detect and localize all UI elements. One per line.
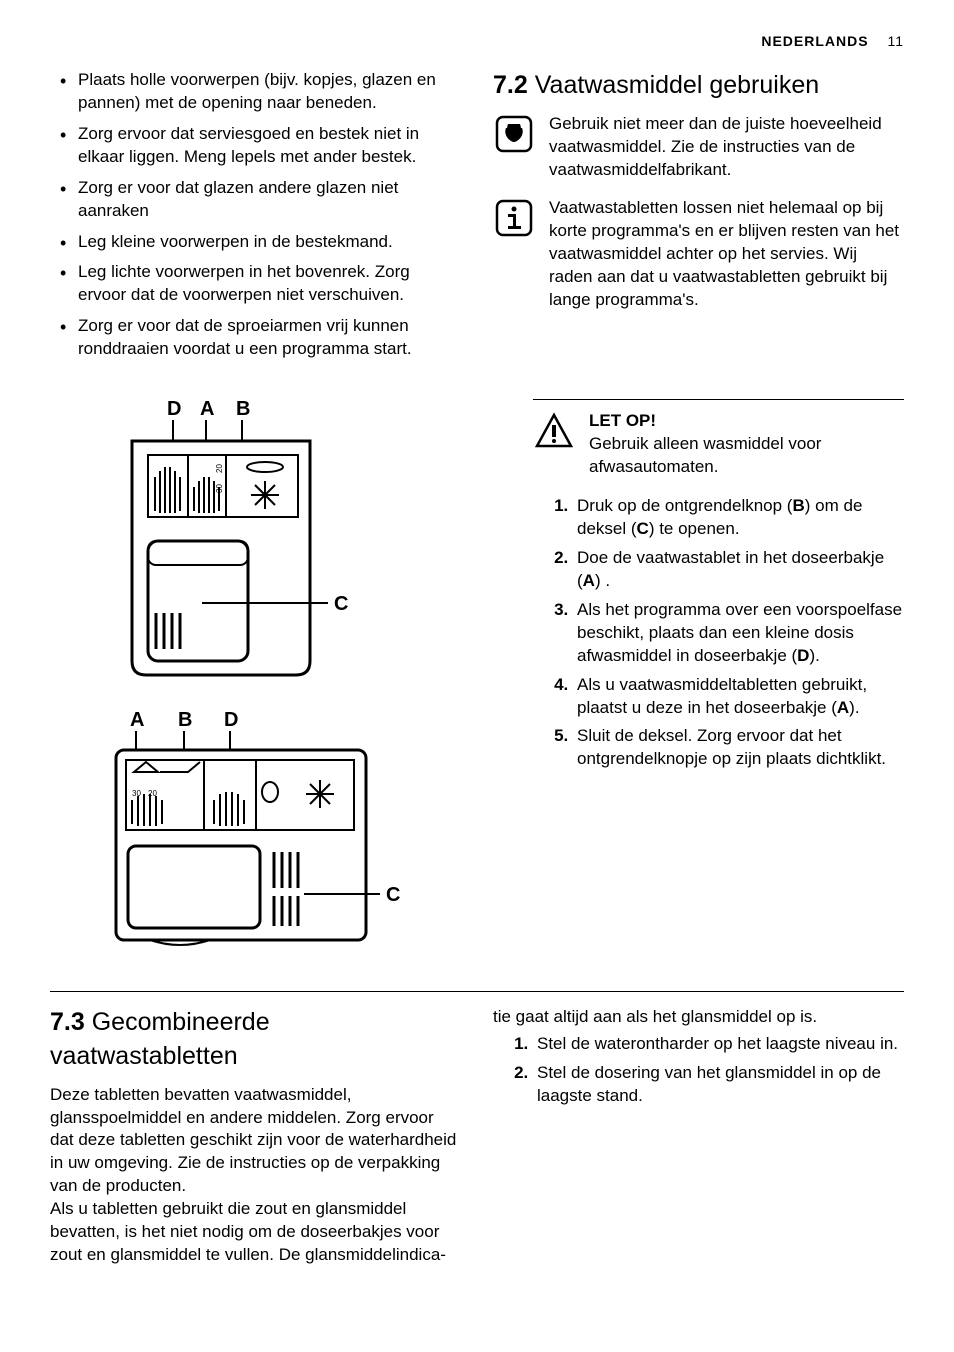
list-item: Zorg ervoor dat serviesgoed en bestek ni… — [78, 123, 461, 169]
top-columns: Plaats holle voorwerpen (bijv. kopjes, g… — [50, 69, 904, 369]
note-info: Vaatwastabletten lossen niet helemaal op… — [493, 197, 904, 312]
step-item: Stel de waterontharder op het laagste ni… — [533, 1033, 904, 1056]
dispenser-diagram-2: A B D 30 20 — [110, 704, 481, 971]
section-7-2-heading: 7.2 Vaatwasmiddel gebruiken — [493, 69, 904, 103]
attention-body: Gebruik alleen wasmiddel voor afwasautom… — [589, 433, 904, 479]
attention-heading: LET OP! — [589, 410, 904, 433]
bottom-columns: 7.3 Gecombineerde vaatwastabletten Deze … — [50, 1006, 904, 1267]
list-item: Plaats holle voorwerpen (bijv. kopjes, g… — [78, 69, 461, 115]
section-7-3-left: 7.3 Gecombineerde vaatwastabletten Deze … — [50, 1006, 461, 1267]
diagrams-col: D A B — [50, 393, 501, 985]
note-text: Gebruik niet meer dan de juiste hoeveelh… — [549, 113, 904, 182]
attention-note: LET OP! Gebruik alleen wasmiddel voor af… — [533, 410, 904, 479]
detergent-steps: Druk op de ontgrendelknop (B) om de deks… — [533, 495, 904, 771]
right-top-col: 7.2 Vaatwasmiddel gebruiken Gebruik niet… — [493, 69, 904, 369]
hands-icon — [493, 113, 535, 155]
info-icon — [493, 197, 535, 239]
svg-text:20: 20 — [215, 464, 224, 473]
step-item: Als u vaatwasmiddeltabletten gebruikt, p… — [573, 674, 904, 720]
page-header: NEDERLANDS 11 — [50, 32, 904, 51]
body-text: Deze tabletten bevatten vaatwasmiddel, g… — [50, 1084, 461, 1199]
note-text: Vaatwastabletten lossen niet helemaal op… — [549, 197, 904, 312]
load-tips-list: Plaats holle voorwerpen (bijv. kopjes, g… — [50, 69, 461, 361]
section-divider — [50, 991, 904, 992]
svg-text:C: C — [386, 884, 400, 906]
attention-text: LET OP! Gebruik alleen wasmiddel voor af… — [589, 410, 904, 479]
section-num: 7.2 — [493, 71, 528, 99]
section-7-3-right: tie gaat altijd aan als het glansmiddel … — [493, 1006, 904, 1267]
list-item: Leg lichte voorwerpen in het bovenrek. Z… — [78, 261, 461, 307]
step-item: Als het programma over een voorspoelfase… — [573, 599, 904, 668]
step-item: Doe de vaatwastablet in het doseerbakje … — [573, 547, 904, 593]
tablet-steps: Stel de waterontharder op het laagste ni… — [493, 1033, 904, 1108]
svg-text:C: C — [334, 593, 348, 615]
header-page: 11 — [887, 33, 904, 49]
svg-text:30: 30 — [132, 789, 141, 798]
svg-text:B: B — [178, 709, 192, 731]
warning-icon — [533, 410, 575, 452]
list-item: Zorg er voor dat glazen andere glazen ni… — [78, 177, 461, 223]
svg-text:B: B — [236, 398, 250, 420]
step-item: Sluit de deksel. Zorg ervoor dat het ont… — [573, 725, 904, 771]
steps-col: LET OP! Gebruik alleen wasmiddel voor af… — [533, 377, 904, 985]
section-7-3-heading: 7.3 Gecombineerde vaatwastabletten — [50, 1006, 461, 1074]
header-lang: NEDERLANDS — [761, 33, 868, 49]
note-hands: Gebruik niet meer dan de juiste hoeveelh… — [493, 113, 904, 182]
step-item: Stel de dosering van het glansmiddel in … — [533, 1062, 904, 1108]
svg-text:D: D — [224, 709, 238, 731]
svg-text:30: 30 — [215, 484, 224, 493]
svg-text:D: D — [167, 398, 181, 420]
mid-columns: D A B — [50, 377, 904, 985]
dispenser-diagram-1: D A B — [110, 393, 481, 690]
body-text: Als u tabletten gebruikt die zout en gla… — [50, 1198, 461, 1267]
step-item: Druk op de ontgrendelknop (B) om de deks… — [573, 495, 904, 541]
svg-text:A: A — [130, 709, 144, 731]
body-text: tie gaat altijd aan als het glansmiddel … — [493, 1006, 904, 1029]
svg-text:A: A — [200, 398, 214, 420]
list-item: Zorg er voor dat de sproeiarmen vrij kun… — [78, 315, 461, 361]
section-title: Vaatwasmiddel gebruiken — [535, 71, 819, 99]
section-num: 7.3 — [50, 1008, 85, 1036]
left-top-col: Plaats holle voorwerpen (bijv. kopjes, g… — [50, 69, 461, 369]
list-item: Leg kleine voorwerpen in de bestekmand. — [78, 231, 461, 254]
